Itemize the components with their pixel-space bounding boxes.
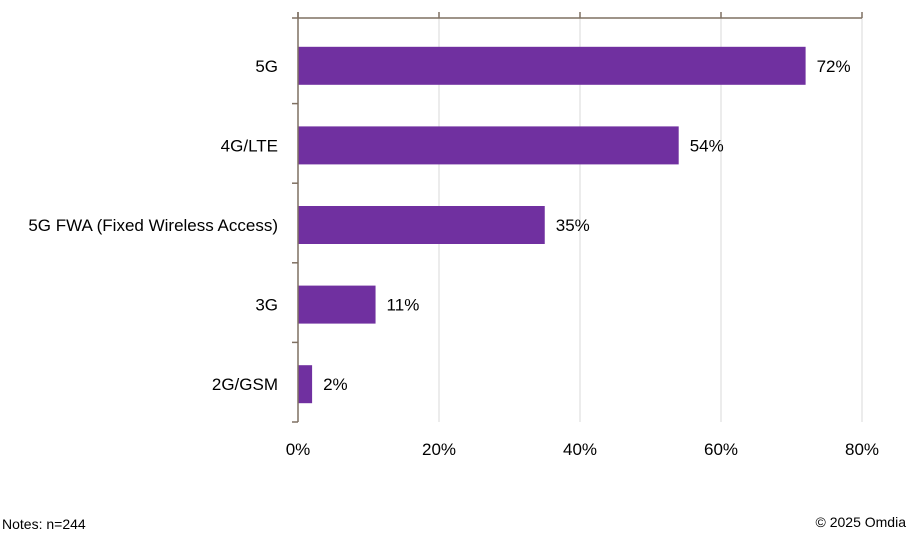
category-label-4: 2G/GSM [212,375,278,394]
data-label-4: 2% [323,375,348,394]
category-label-3: 3G [255,296,278,315]
bar-2 [298,206,545,244]
x-tick-label-3: 60% [704,440,738,459]
bar-0 [298,46,806,85]
copyright-text: © 2025 Omdia [815,514,906,530]
data-label-1: 54% [690,136,724,155]
data-label-3: 11% [387,296,420,315]
data-label-2: 35% [556,216,590,235]
x-tick-label-0: 0% [286,440,311,459]
bar-1 [298,126,679,165]
data-label-0: 72% [817,57,851,76]
category-label-2: 5G FWA (Fixed Wireless Access) [28,216,278,235]
category-label-0: 5G [255,57,278,76]
labels: 72% 5G 54% 4G/LTE 35% 5G FWA (Fixed Wireless … [28,57,879,459]
x-tick-label-2: 40% [563,440,597,459]
bar-4 [298,365,313,404]
axes [292,12,863,423]
category-label-1: 4G/LTE [221,136,278,155]
x-tick-label-4: 80% [845,440,879,459]
bar-3 [298,285,376,324]
chart-notes: Notes: n=244 [2,516,86,532]
x-tick-label-1: 20% [422,440,456,459]
bar-chart: 72% 5G 54% 4G/LTE 35% 5G FWA (Fixed Wireless … [28,12,879,459]
bars [298,46,806,404]
